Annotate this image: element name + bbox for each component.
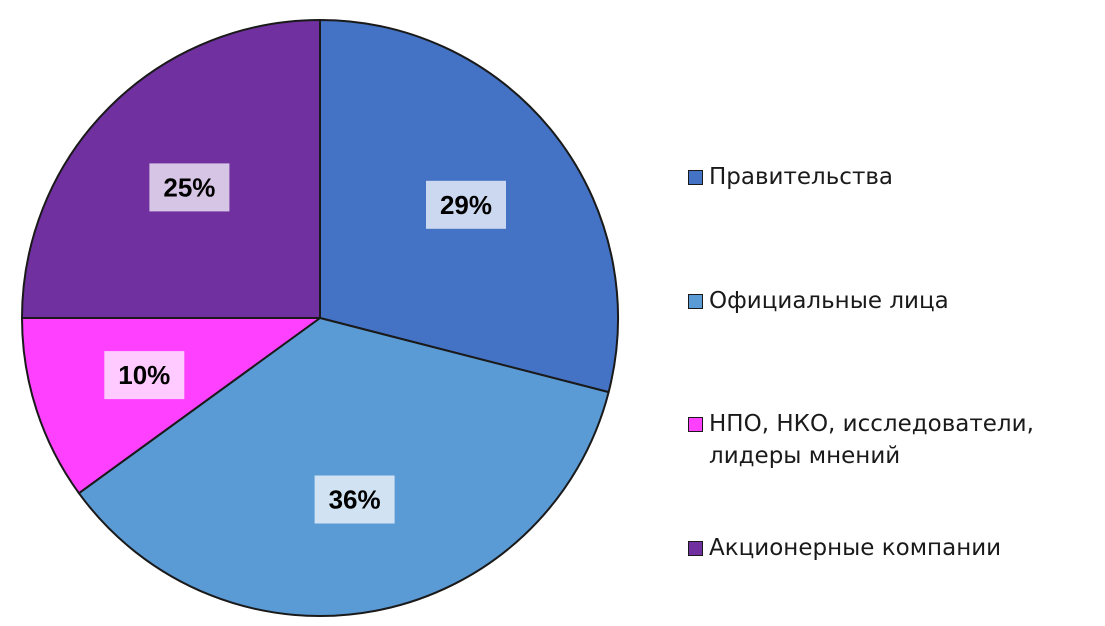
legend-label: Официальные лица (709, 288, 949, 314)
chart-legend: Правительства Официальные лица НПО, НКО, и… (688, 0, 1098, 626)
data-label-background (426, 180, 506, 229)
data-label-text: 29% (440, 190, 492, 220)
legend-swatch (688, 170, 703, 185)
legend-item-2: Официальные лица (688, 285, 949, 317)
legend-item-1: Правительства (688, 161, 893, 193)
data-label-text: 25% (163, 172, 215, 202)
data-label-background (314, 475, 395, 524)
data-label-text: 10% (118, 360, 170, 390)
legend-label: Акционерные компании (709, 535, 1002, 561)
legend-label: НПО, НКО, исследователи, лидеры мнений (709, 411, 1034, 469)
legend-label: Правительства (709, 164, 893, 190)
legend-swatch (688, 541, 703, 556)
pie-slice-3 (21, 317, 321, 495)
legend-item-3: НПО, НКО, исследователи, лидеры мнений (688, 408, 1034, 472)
legend-item-4: Акционерные компании (688, 532, 1001, 564)
data-label-background (149, 163, 230, 212)
pie-data-labels: 29% 36% 10% 25% (104, 163, 506, 524)
pie-slices (21, 19, 619, 617)
pie-slice-2 (77, 317, 610, 617)
data-label-1: 29% (426, 180, 506, 229)
data-label-3: 10% (104, 351, 185, 400)
legend-swatch (688, 417, 703, 432)
data-label-4: 25% (149, 163, 230, 212)
data-label-2: 36% (314, 475, 395, 524)
legend-swatch (688, 294, 703, 309)
data-label-text: 36% (329, 485, 381, 515)
data-label-background (104, 351, 185, 400)
